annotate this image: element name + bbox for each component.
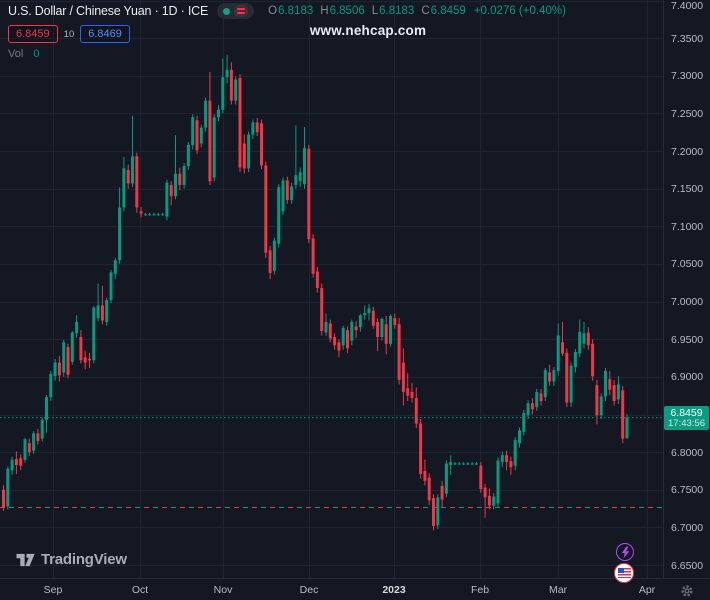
chart-legend: U.S. Dollar / Chinese Yuan · 1D · ICE O6… — [8, 3, 566, 60]
time-axis-separator — [0, 578, 710, 579]
time-axis-settings-gear-icon[interactable] — [680, 584, 694, 600]
open-value: 6.8183 — [278, 5, 314, 17]
price-axis-separator — [663, 0, 664, 578]
volume-value: 0 — [33, 48, 40, 60]
price-axis-label: 6.9500 — [671, 333, 704, 346]
price-axis-label: 7.1500 — [671, 183, 704, 196]
market-open-dot-icon — [223, 7, 231, 15]
buy-price-button[interactable]: 6.8469 — [80, 25, 130, 43]
time-axis-label: Mar — [548, 584, 568, 596]
time-axis-label: Nov — [213, 584, 233, 596]
time-axis-label: Sep — [43, 584, 63, 596]
price-axis-label: 6.7000 — [671, 521, 704, 534]
spread-value: 10 — [63, 28, 75, 40]
sell-price-button[interactable]: 6.8459 — [8, 25, 58, 43]
bar-countdown: 17:43:56 — [668, 417, 705, 429]
time-axis-label: 2023 — [382, 584, 406, 596]
price-axis-label: 6.6500 — [671, 559, 704, 572]
change-value: +0.0276 (+0.40%) — [473, 5, 566, 17]
price-axis-label: 7.4000 — [671, 0, 704, 12]
watermark: www.nehcap.com — [309, 23, 427, 38]
volume-label: Vol — [8, 48, 24, 60]
tradingview-logo[interactable]: TradingView — [16, 551, 127, 568]
price-axis-label: 7.0000 — [671, 296, 704, 309]
market-status-pill[interactable] — [217, 3, 255, 19]
low-value: 6.8183 — [379, 5, 415, 17]
price-axis-label: 7.0500 — [671, 258, 704, 271]
high-value: 6.8506 — [329, 5, 365, 17]
symbol-title[interactable]: U.S. Dollar / Chinese Yuan · 1D · ICE — [8, 4, 209, 18]
tradingview-logo-text: TradingView — [41, 551, 127, 568]
close-value: 6.8459 — [430, 5, 466, 17]
ohlc-readout: O6.8183 H6.8506 L6.8183 C6.8459 +0.0276 … — [268, 5, 566, 17]
last-price-badge: 6.8459 17:43:56 — [664, 405, 709, 430]
tradingview-logo-icon — [16, 553, 35, 566]
delayed-data-icon — [234, 5, 249, 17]
price-axis-label: 7.1000 — [671, 220, 704, 233]
price-axis-label: 7.3000 — [671, 70, 704, 83]
time-axis-label: Oct — [131, 584, 149, 596]
price-axis-label: 6.9000 — [671, 371, 704, 384]
lightning-event-marker-icon[interactable] — [616, 543, 634, 561]
price-axis-label: 7.2500 — [671, 107, 704, 120]
price-axis-label: 7.3500 — [671, 32, 704, 45]
time-axis-label: Dec — [299, 584, 319, 596]
time-axis-label: Feb — [470, 584, 490, 596]
price-axis-label: 6.7500 — [671, 484, 704, 497]
price-axis-label: 7.2000 — [671, 145, 704, 158]
last-price-value: 6.8459 — [670, 406, 703, 419]
us-flag-event-marker-icon[interactable] — [614, 563, 634, 583]
price-axis-label: 6.8000 — [671, 446, 704, 459]
time-axis-label: Apr — [638, 584, 656, 596]
